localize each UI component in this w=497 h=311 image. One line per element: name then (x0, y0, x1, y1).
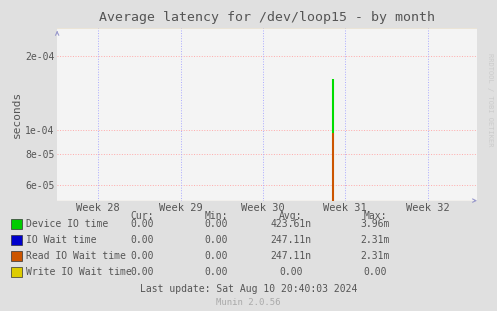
Text: Device IO time: Device IO time (26, 219, 108, 229)
Text: 0.00: 0.00 (130, 235, 154, 245)
Text: Min:: Min: (204, 211, 228, 221)
Text: 3.96m: 3.96m (360, 219, 390, 229)
Text: 0.00: 0.00 (130, 251, 154, 261)
Title: Average latency for /dev/loop15 - by month: Average latency for /dev/loop15 - by mon… (99, 11, 435, 24)
Text: 0.00: 0.00 (130, 219, 154, 229)
Text: Max:: Max: (363, 211, 387, 221)
Text: Last update: Sat Aug 10 20:40:03 2024: Last update: Sat Aug 10 20:40:03 2024 (140, 284, 357, 294)
Text: 0.00: 0.00 (204, 235, 228, 245)
Text: 0.00: 0.00 (279, 267, 303, 277)
Text: 423.61n: 423.61n (270, 219, 311, 229)
Text: 2.31m: 2.31m (360, 235, 390, 245)
Text: 2.31m: 2.31m (360, 251, 390, 261)
Text: 247.11n: 247.11n (270, 235, 311, 245)
Text: Avg:: Avg: (279, 211, 303, 221)
Text: 247.11n: 247.11n (270, 251, 311, 261)
Text: RRDTOOL / TOBI OETIKER: RRDTOOL / TOBI OETIKER (487, 53, 493, 146)
Text: 0.00: 0.00 (204, 219, 228, 229)
Text: 0.00: 0.00 (204, 251, 228, 261)
Text: Munin 2.0.56: Munin 2.0.56 (216, 298, 281, 307)
Text: 0.00: 0.00 (204, 267, 228, 277)
Text: 0.00: 0.00 (130, 267, 154, 277)
Y-axis label: seconds: seconds (12, 91, 22, 138)
Text: 0.00: 0.00 (363, 267, 387, 277)
Text: Write IO Wait time: Write IO Wait time (26, 267, 132, 277)
Text: IO Wait time: IO Wait time (26, 235, 96, 245)
Text: Read IO Wait time: Read IO Wait time (26, 251, 126, 261)
Text: Cur:: Cur: (130, 211, 154, 221)
